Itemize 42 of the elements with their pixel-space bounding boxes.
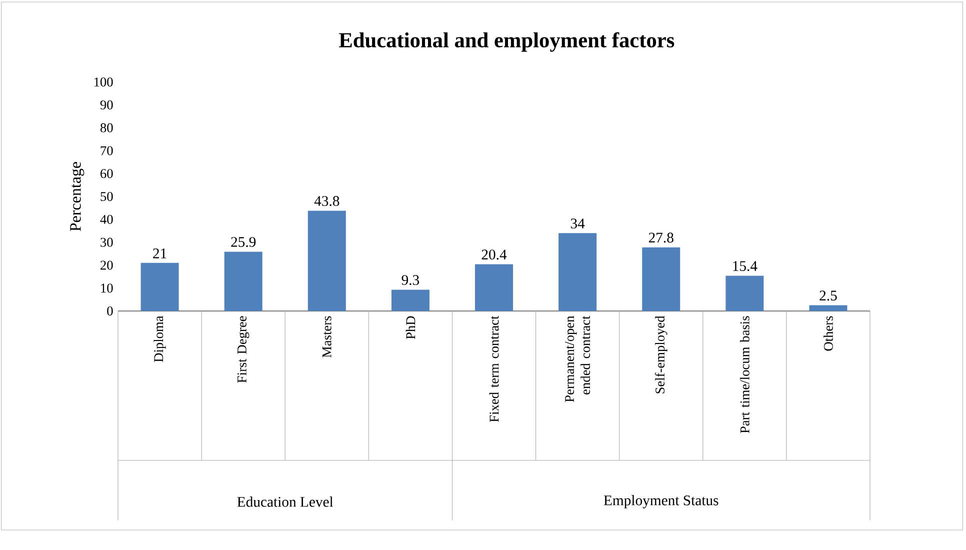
- x-tick-label: Diploma: [154, 316, 166, 362]
- text: Employment Status: [604, 495, 718, 508]
- bar: [308, 210, 346, 311]
- bar: [475, 264, 514, 311]
- bar: [642, 247, 680, 311]
- y-tick-label: 20: [100, 260, 113, 270]
- chart-title: Educational and employment factors: [339, 32, 674, 52]
- y-tick-label: 10: [101, 284, 113, 293]
- y-tick-label: 100: [94, 78, 113, 86]
- y-tick-label: 70: [100, 146, 113, 156]
- bar: [726, 276, 764, 311]
- y-axis-title: Percentage: [70, 162, 84, 232]
- bar: [809, 305, 848, 311]
- x-tick-label: Part time/locum basis: [740, 316, 750, 434]
- data-label: 2.5: [820, 290, 837, 301]
- x-tick-label: Fixed term contract: [489, 316, 499, 422]
- bar: [224, 252, 262, 311]
- y-tick-label: 0: [107, 306, 113, 316]
- x-tick-label: Masters: [322, 316, 332, 358]
- x-tick-label: PhD: [406, 316, 416, 340]
- data-label: 20.4: [482, 250, 507, 260]
- y-tick-label: 60: [100, 169, 113, 178]
- x-tick-label: Self-employed: [654, 316, 668, 394]
- x-tick-label: First Degree: [237, 316, 250, 383]
- bar: [140, 262, 179, 311]
- y-tick-label: 50: [100, 192, 113, 201]
- text: Education Level: [237, 496, 334, 507]
- data-label: 15.4: [733, 261, 758, 272]
- x-tick-label: Others: [824, 316, 833, 351]
- y-tick-label: 30: [100, 238, 113, 247]
- data-label: 34: [570, 218, 585, 228]
- y-tick-label: 80: [100, 123, 113, 132]
- bar: [558, 233, 597, 311]
- data-label: 25.9: [231, 237, 256, 247]
- y-tick-label: 90: [100, 100, 113, 110]
- data-label: 27.8: [648, 232, 674, 243]
- data-label: 21: [153, 248, 166, 258]
- data-label: 43.8: [314, 196, 340, 206]
- bar: [391, 290, 430, 311]
- y-tick-label: 40: [100, 214, 113, 224]
- data-label: 9.3: [402, 275, 420, 285]
- x-tick-label: Permanent/open ended contract: [565, 316, 590, 402]
